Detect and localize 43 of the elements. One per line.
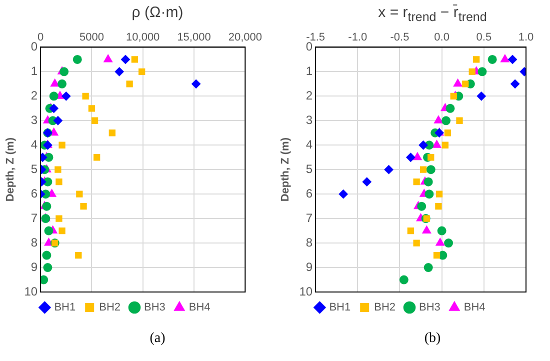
legend-label: BH1: [54, 302, 76, 314]
legend-label: BH2: [374, 302, 396, 314]
text: (b): [423, 331, 442, 347]
y-tick-label: 4: [30, 137, 38, 152]
y-tick-label: 9: [306, 260, 313, 274]
x-axis-title: x = r$_{trend}$ − r̄$_{trend}$: [377, 3, 488, 26]
y-tick-label: 8: [30, 235, 38, 250]
y-tick-label: 1: [30, 64, 38, 78]
y-tick-label: 2: [30, 88, 38, 102]
y-tick-label: 7: [306, 210, 313, 225]
legend-label: BH3: [419, 302, 440, 314]
x-tick-label: 10,000: [126, 32, 160, 44]
y-tick-label: 1: [306, 64, 313, 78]
legend-label: BH2: [99, 302, 121, 314]
y-tick-label: 5: [30, 162, 38, 176]
y-tick-label: 8: [306, 235, 313, 250]
x-axis-title: ρ (Ω·m): [130, 3, 184, 23]
y-tick-label: 3: [306, 112, 313, 127]
y-tick-label: 3: [30, 112, 38, 127]
x-tick-label: 5000: [79, 32, 104, 44]
text: (a): [148, 331, 166, 347]
y-tick-label: 6: [30, 186, 38, 200]
y-tick-label: 9: [30, 260, 38, 274]
legend-label: BH4: [188, 302, 210, 314]
legend-label: BH3: [144, 302, 166, 314]
legend-label: BH4: [464, 302, 486, 314]
x-tick-label: 1.0: [518, 32, 534, 44]
y-tick-label: 7: [30, 210, 38, 225]
x-tick-label: -1.0: [348, 32, 368, 44]
y-tick-label: 5: [306, 162, 313, 176]
y-tick-label: 2: [306, 88, 313, 102]
legend-label: BH1: [329, 302, 351, 314]
y-tick-label: 6: [306, 186, 313, 200]
x-tick-label: -0.5: [390, 32, 410, 44]
x-tick-label: 0.0: [434, 32, 450, 44]
x-tick-label: 0.5: [476, 32, 492, 44]
x-tick-label: 20,000: [228, 32, 262, 44]
y-tick-label: 10: [299, 284, 313, 298]
y-axis-title: Depth, Z (m): [4, 137, 17, 202]
x-tick-label: 15,000: [177, 32, 211, 44]
y-axis-title: Depth, Z (m): [280, 137, 292, 202]
y-tick-label: 4: [306, 137, 313, 152]
y-tick-label: 10: [24, 284, 38, 298]
